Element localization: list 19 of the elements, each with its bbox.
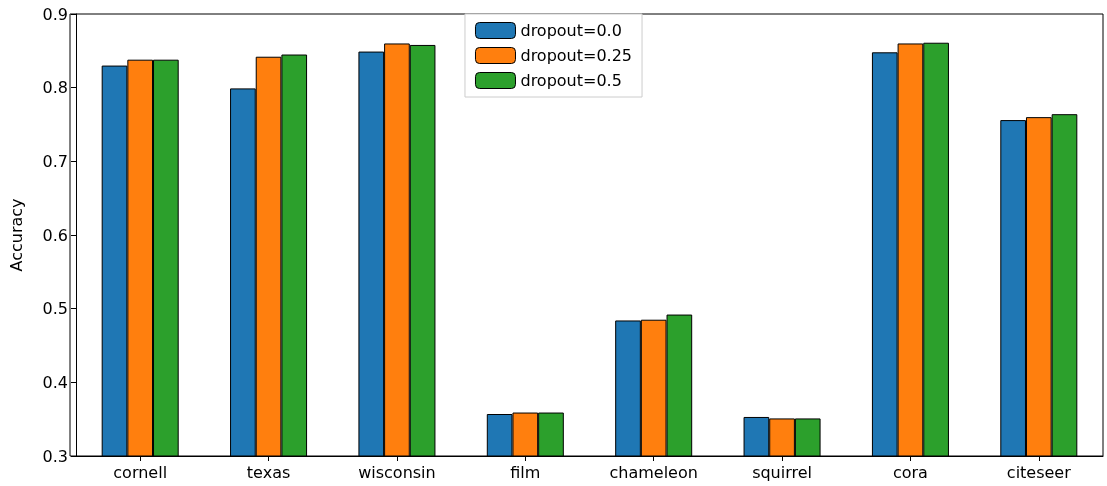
legend-label: dropout=0.5 — [520, 71, 622, 90]
y-tick-label: 0.4 — [42, 372, 68, 392]
legend-label: dropout=0.25 — [520, 46, 633, 65]
x-tick-label: texas — [246, 462, 291, 482]
y-tick-label: 0.8 — [42, 78, 68, 98]
x-tick-label: cora — [892, 462, 928, 482]
y-tick-label: 0.9 — [42, 4, 68, 24]
x-tick-label: cornell — [113, 462, 168, 482]
x-tick-label: squirrel — [752, 462, 813, 482]
y-tick-label: 0.6 — [42, 225, 68, 245]
y-tick-label: 0.3 — [42, 446, 68, 466]
x-tick-label: chameleon — [609, 462, 698, 482]
y-axis-title: Accuracy — [6, 198, 26, 272]
x-tick-label: film — [510, 462, 541, 482]
y-tick-label: 0.5 — [42, 299, 68, 319]
y-tick-label: 0.7 — [42, 151, 68, 171]
x-tick-label: wisconsin — [358, 462, 436, 482]
legend-label: dropout=0.0 — [520, 21, 622, 40]
x-tick-label: citeseer — [1006, 462, 1072, 482]
